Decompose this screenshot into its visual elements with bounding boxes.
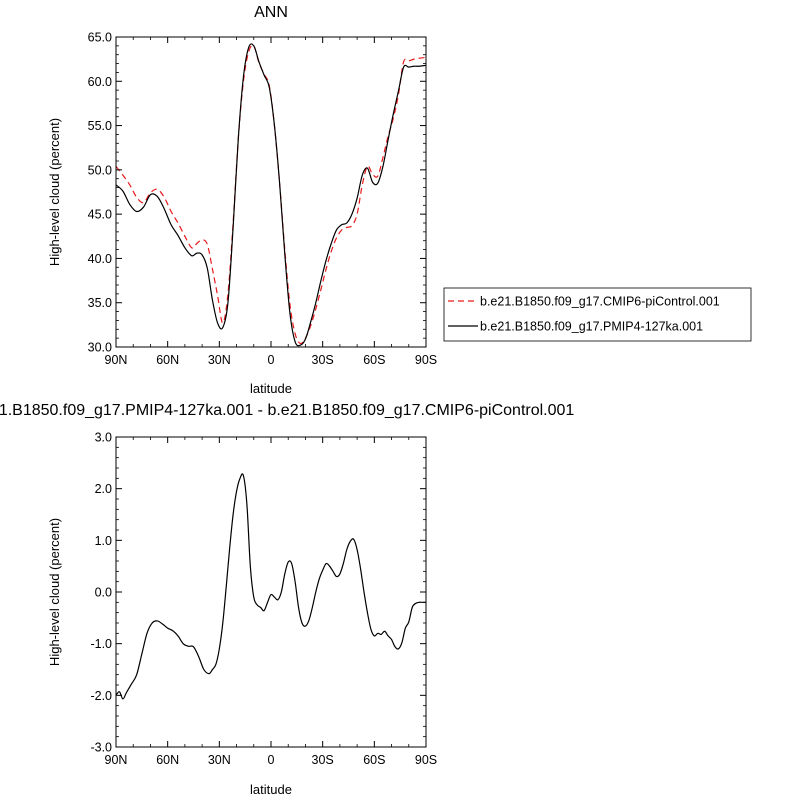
top-panel: ANN 30.0 35.0 40.0 45.0 50.0 55.0 60.0 65.0 90N 6… <box>47 4 437 396</box>
bottom-panel-y-axis-title: High-level cloud (percent) <box>47 518 62 666</box>
series-line-difference <box>115 473 426 700</box>
legend: b.e21.B1850.f09_g17.CMIP6-piControl.001 … <box>443 287 752 342</box>
legend-label-piControl: b.e21.B1850.f09_g17.CMIP6-piControl.001 <box>480 295 720 309</box>
bottom-panel: b.e21.B1850.f09_g17.PMIP4-127ka.001 - b.… <box>0 402 574 797</box>
y-tick-label: 3.0 <box>95 431 112 445</box>
top-panel-x-axis-title: latitude <box>250 381 292 396</box>
series-line-127ka <box>115 43 427 347</box>
top-panel-title: ANN <box>254 4 288 21</box>
legend-label-127ka: b.e21.B1850.f09_g17.PMIP4-127ka.001 <box>480 320 703 334</box>
x-tick-label: 60S <box>363 753 385 767</box>
y-tick-label: -1.0 <box>90 637 112 651</box>
y-tick-label: 45.0 <box>88 208 112 222</box>
bottom-panel-title: b.e21.B1850.f09_g17.PMIP4-127ka.001 - b.… <box>0 402 574 419</box>
y-tick-label: 40.0 <box>88 252 112 266</box>
legend-box <box>443 287 752 342</box>
x-tick-label: 90N <box>105 353 128 367</box>
y-tick-label: 50.0 <box>88 163 112 177</box>
x-tick-label: 0 <box>268 753 275 767</box>
y-tick-label: 2.0 <box>95 482 112 496</box>
top-panel-frame <box>115 36 427 348</box>
x-tick-label: 0 <box>268 353 275 367</box>
y-tick-label: 0.0 <box>95 586 112 600</box>
x-tick-label: 30N <box>208 353 231 367</box>
x-tick-label: 30N <box>208 753 231 767</box>
x-tick-label: 30S <box>312 353 334 367</box>
x-tick-label: 90N <box>105 753 128 767</box>
x-tick-label: 30S <box>312 753 334 767</box>
y-tick-label: -3.0 <box>90 741 112 755</box>
y-tick-label: 35.0 <box>88 296 112 310</box>
y-tick-label: 60.0 <box>88 75 112 89</box>
series-line-piControl <box>115 44 427 345</box>
x-tick-label: 60S <box>363 353 385 367</box>
bottom-panel-frame <box>115 436 427 748</box>
bottom-panel-x-axis-title: latitude <box>250 782 292 797</box>
top-panel-y-axis-title: High-level cloud (percent) <box>47 118 62 266</box>
x-tick-label: 60N <box>156 353 179 367</box>
x-tick-label: 60N <box>156 753 179 767</box>
y-tick-label: -2.0 <box>90 689 112 703</box>
y-tick-label: 55.0 <box>88 119 112 133</box>
x-tick-label: 90S <box>415 753 437 767</box>
x-tick-label: 90S <box>415 353 437 367</box>
y-tick-label: 65.0 <box>88 31 112 45</box>
y-tick-label: 30.0 <box>88 341 112 355</box>
y-tick-label: 1.0 <box>95 534 112 548</box>
